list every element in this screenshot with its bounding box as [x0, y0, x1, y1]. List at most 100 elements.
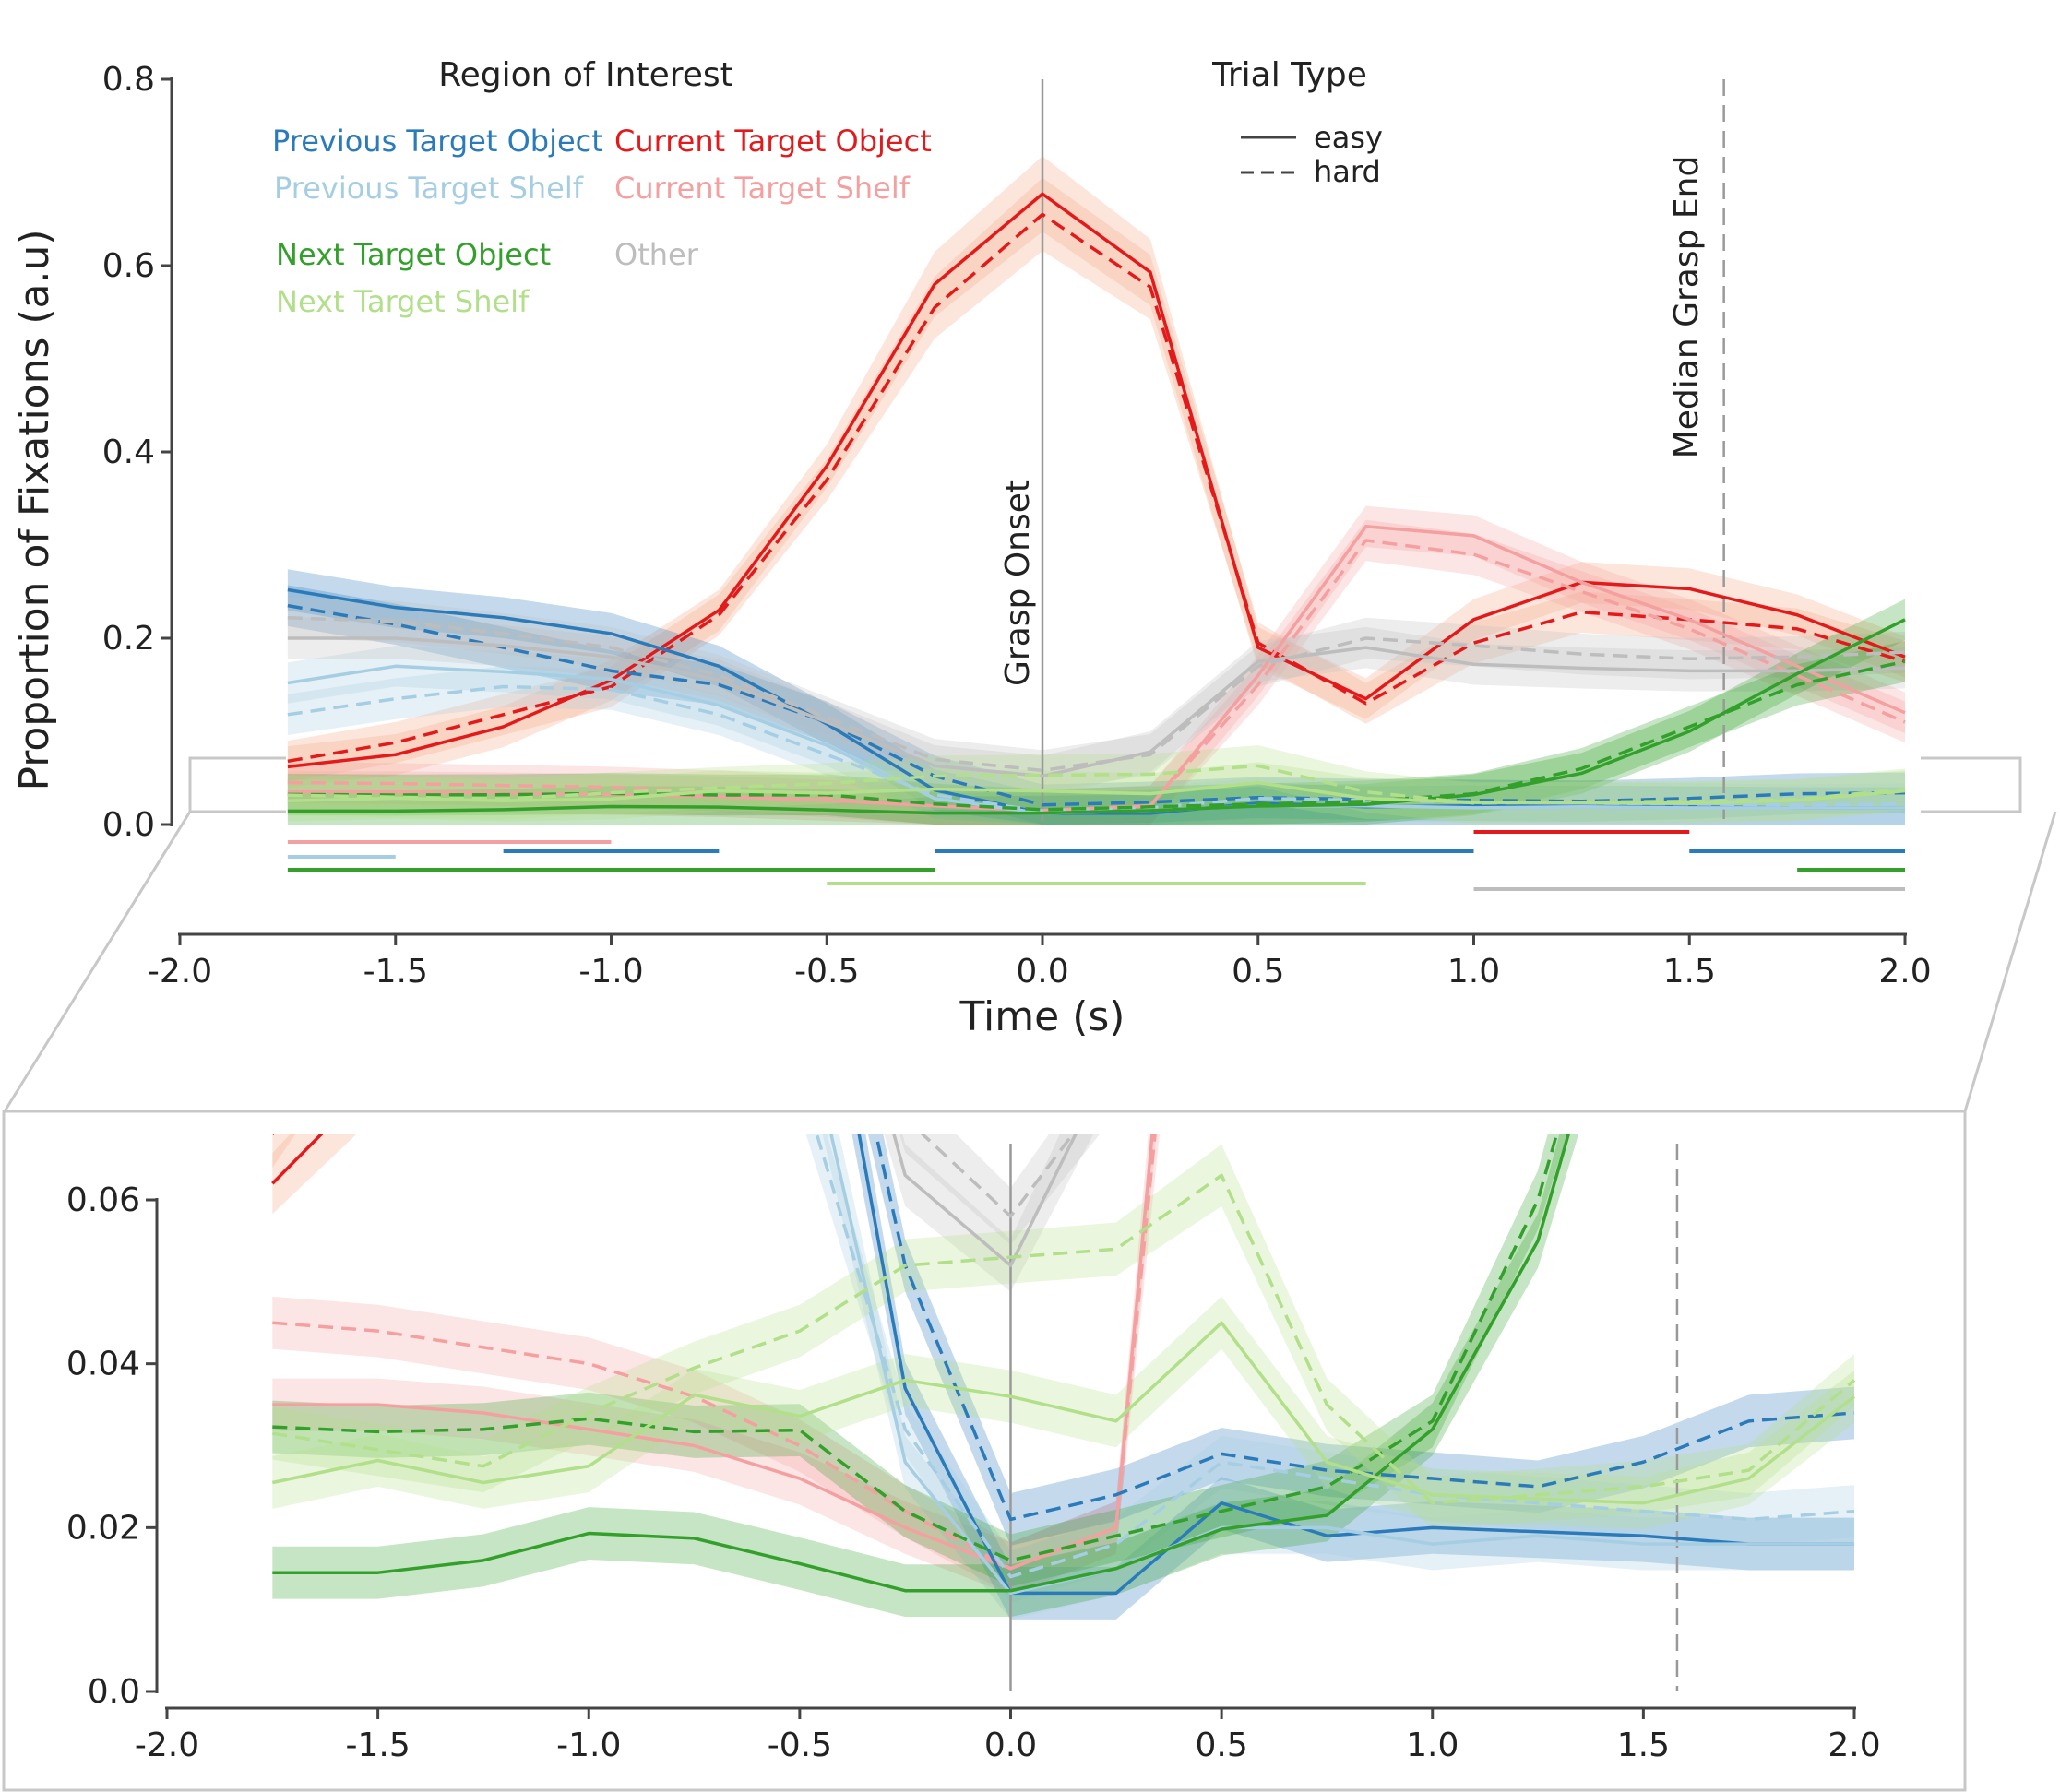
grasp-onset-label: Grasp Onset — [999, 480, 1037, 686]
inset-band-prev_object-hard — [868, 1134, 1854, 1546]
zoom-connector-right — [1963, 811, 2057, 1112]
main-line-curr_object-easy — [287, 192, 1906, 769]
legend-next-target-object: Next Target Object — [276, 237, 551, 272]
legend-current-target-object: Current Target Object — [614, 124, 932, 159]
main-plot: 0.0 0.2 0.4 0.6 0.8 -2.0 -1.5 -1.0 -0.5 0.0 0.5 1.… — [11, 56, 1932, 1040]
inset-x-tick-label-5: 0.5 — [1195, 1727, 1247, 1764]
main-y-tick-label-4: 0.8 — [102, 61, 155, 99]
inset-x-tick-label-1: -1.5 — [346, 1727, 411, 1764]
significance-bars — [287, 830, 1905, 891]
main-line-prev_object-hard — [287, 603, 1906, 807]
inset-y-axis: 0.0 0.02 0.04 0.06 — [66, 1181, 159, 1711]
inset-line-prev_object-easy — [857, 1134, 1854, 1596]
inset-band-curr_object-easy — [272, 1134, 357, 1215]
main-y-tick-label-2: 0.4 — [102, 433, 155, 471]
legend-previous-target-object: Previous Target Object — [272, 124, 603, 159]
inset-frame — [2, 1110, 1967, 1792]
inset-line-next_object-easy — [272, 1134, 1570, 1593]
inset-x-tick-label-2: -1.0 — [556, 1727, 621, 1764]
inset-band-next_object-hard — [272, 1134, 1567, 1587]
inset-x-tick-label-7: 1.5 — [1617, 1727, 1670, 1764]
inset-series-lines — [271, 1134, 1856, 1596]
main-marker-lines — [1041, 79, 1725, 821]
main-y-axis: 0.0 0.2 0.4 0.6 0.8 — [102, 61, 173, 844]
inset-y-tick-label-1: 0.02 — [66, 1509, 140, 1547]
main-band-next_object-hard — [287, 641, 1905, 825]
main-x-tick-label-6: 1.0 — [1447, 953, 1500, 991]
inset-marker-lines — [1009, 1144, 1679, 1691]
main-x-tick-label-4: 0.0 — [1016, 953, 1068, 991]
inset-y-tick-label-2: 0.04 — [66, 1346, 140, 1383]
inset-line-other-hard — [920, 1134, 1075, 1218]
inset-band-next_shelf-easy — [272, 1296, 1854, 1530]
y-axis-title: Proportion of Fixations (a.u) — [11, 229, 58, 790]
legend-easy-label: easy — [1314, 120, 1383, 155]
legend-hard-label: hard — [1314, 154, 1381, 189]
zoom-region-bracket — [188, 756, 286, 813]
main-x-tick-label-1: -1.5 — [363, 953, 428, 991]
inset-band-curr_object-hard — [272, 1134, 296, 1169]
inset-band-curr_shelf-hard — [272, 1134, 1160, 1596]
inset-band-prev_shelf-easy — [822, 1134, 1854, 1620]
inset-line-next_shelf-easy — [271, 1321, 1856, 1505]
main-band-other-easy — [287, 617, 1905, 797]
legend-next-target-shelf: Next Target Shelf — [276, 284, 530, 319]
main-line-next_object-easy — [287, 618, 1906, 815]
roi-legend: Region of Interest Previous Target Objec… — [272, 56, 932, 319]
legend-other: Other — [614, 237, 699, 272]
main-line-curr_object-hard — [287, 212, 1906, 764]
main-x-tick-label-2: -1.0 — [578, 953, 643, 991]
x-axis-title: Time (s) — [959, 993, 1125, 1040]
zoom-connector — [2, 756, 2057, 1792]
inset-x-tick-label-4: 0.0 — [984, 1727, 1037, 1764]
inset-line-prev_shelf-hard — [815, 1134, 1855, 1579]
inset-y-tick-label-0: 0.0 — [88, 1673, 140, 1711]
inset-band-prev_shelf-hard — [805, 1134, 1854, 1604]
trial-type-legend-title: Trial Type — [1211, 56, 1367, 94]
inset-line-next_object-hard — [272, 1134, 1559, 1562]
main-x-tick-label-3: -0.5 — [794, 953, 859, 991]
main-line-other-hard — [287, 616, 1906, 773]
inset-x-axis: -2.0 -1.5 -1.0 -0.5 0.0 0.5 1.0 1.5 2.0 — [135, 1706, 1881, 1764]
roi-legend-title: Region of Interest — [438, 56, 733, 94]
inset-line-curr_shelf-hard — [272, 1134, 1157, 1571]
inset-x-tick-label-6: 1.0 — [1406, 1727, 1459, 1764]
main-x-tick-label-5: 0.5 — [1232, 953, 1284, 991]
main-series-lines — [287, 192, 1906, 815]
inset-band-other-hard — [899, 1134, 1100, 1245]
main-band-prev_shelf-hard — [287, 666, 1905, 825]
inset-band-curr_shelf-easy — [272, 1134, 1157, 1596]
main-band-other-hard — [287, 597, 1905, 791]
main-y-tick-label-1: 0.2 — [102, 620, 155, 658]
inset-x-tick-label-8: 2.0 — [1828, 1727, 1880, 1764]
main-band-next_object-easy — [287, 599, 1905, 825]
main-line-next_shelf-hard — [287, 764, 1906, 805]
inset-line-prev_object-hard — [874, 1134, 1855, 1522]
trial-type-legend: Trial Type easy hard — [1211, 56, 1383, 189]
inset-y-tick-label-3: 0.06 — [66, 1181, 140, 1219]
main-x-tick-label-7: 1.5 — [1663, 953, 1716, 991]
main-y-tick-label-0: 0.0 — [102, 806, 155, 844]
inset-band-prev_object-easy — [851, 1134, 1854, 1620]
main-line-next_object-hard — [287, 659, 1906, 812]
main-band-prev_shelf-easy — [287, 646, 1905, 825]
main-x-axis: -2.0 -1.5 -1.0 -0.5 0.0 0.5 1.0 1.5 2.0 — [148, 932, 1932, 991]
inset-x-tick-label-3: -0.5 — [768, 1727, 832, 1764]
zoom-connector-left — [3, 811, 192, 1112]
main-line-next_shelf-easy — [287, 780, 1906, 805]
main-band-next_shelf-hard — [287, 745, 1905, 824]
main-x-tick-label-8: 2.0 — [1878, 953, 1931, 991]
inset-line-next_shelf-hard — [272, 1173, 1856, 1505]
inset-plot: 0.0 0.02 0.04 0.06 -2.0 -1.5 -1.0 -0.5 0.0 0.5 1.… — [66, 1134, 1881, 1764]
inset-line-other-easy — [892, 1134, 1078, 1267]
legend-previous-target-shelf: Previous Target Shelf — [274, 171, 584, 206]
inset-band-other-easy — [884, 1134, 1093, 1292]
zoom-region-bracket-right — [1921, 756, 2022, 813]
main-x-tick-label-0: -2.0 — [148, 953, 212, 991]
main-band-curr_object-hard — [287, 177, 1905, 782]
inset-x-tick-label-0: -2.0 — [135, 1727, 199, 1764]
legend-current-target-shelf: Current Target Shelf — [614, 171, 911, 206]
median-grasp-end-label: Median Grasp End — [1668, 156, 1706, 459]
main-y-tick-label-3: 0.6 — [102, 247, 155, 285]
